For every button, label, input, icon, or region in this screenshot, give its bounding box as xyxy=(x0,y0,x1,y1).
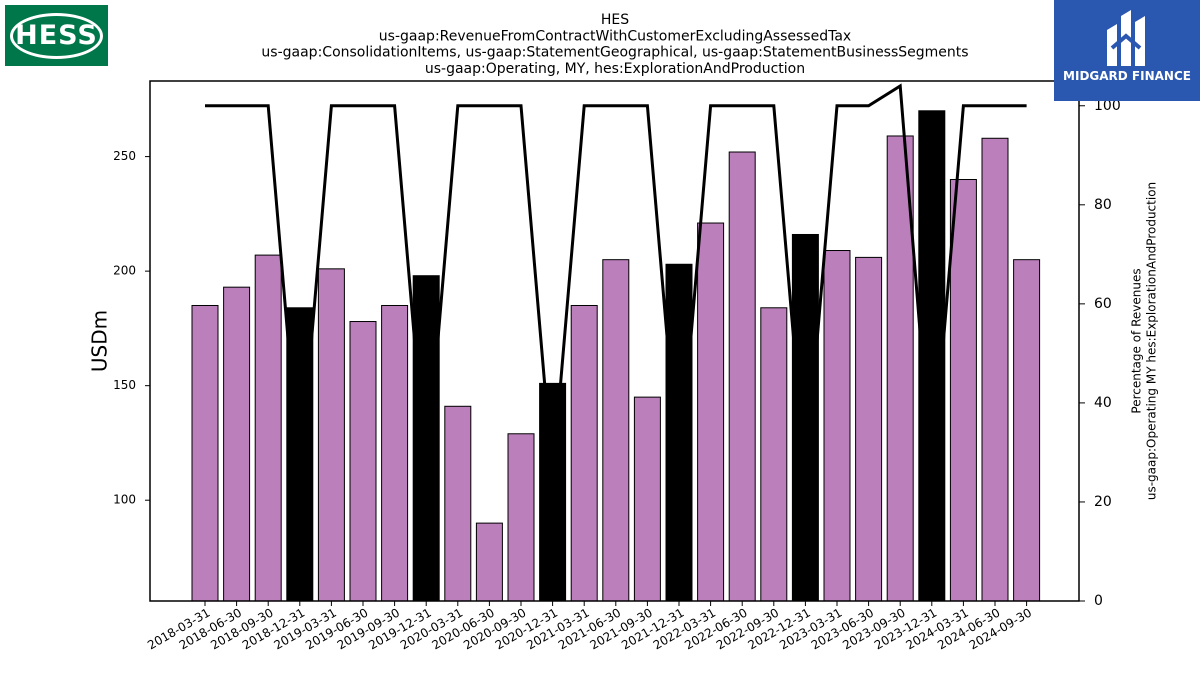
y2-tick-label-60: 60 xyxy=(1094,296,1112,312)
bar-2022-09-30 xyxy=(760,307,788,602)
y-tick-label-250: 250 xyxy=(113,149,136,163)
chart-title: HESus-gaap:RevenueFromContractWithCustom… xyxy=(261,12,968,77)
title-line-1: us-gaap:RevenueFromContractWithCustomerE… xyxy=(379,28,851,44)
bar-2023-03-31 xyxy=(823,250,851,602)
bar-2022-06-30 xyxy=(728,151,756,602)
bar-2018-06-30 xyxy=(223,286,251,602)
hess-logo-text: HESS xyxy=(15,20,98,51)
plot-frame xyxy=(149,80,1080,602)
bar-2018-12-31 xyxy=(286,307,314,602)
bar-2019-12-31 xyxy=(412,275,440,602)
bar-2020-03-31 xyxy=(444,405,472,602)
bar-2021-09-30 xyxy=(633,396,661,602)
bar-2022-12-31 xyxy=(791,233,819,602)
bar-2023-06-30 xyxy=(855,256,883,602)
bar-2019-09-30 xyxy=(381,304,409,602)
y-axis-label: USDm xyxy=(88,310,112,372)
y2-axis-label: Percentage of Revenues us-gaap:Operating … xyxy=(1130,182,1159,500)
y-axis-left: 100 150 200 250 xyxy=(113,149,150,507)
hess-logo-ellipse: HESS xyxy=(10,12,103,59)
bar-2024-03-31 xyxy=(949,179,977,602)
y-tick-label-200: 200 xyxy=(113,264,136,278)
y-tick-label-100: 100 xyxy=(113,493,136,507)
y2-tick-label-0: 0 xyxy=(1094,593,1103,609)
bar-2021-12-31 xyxy=(665,263,693,602)
bar-2019-03-31 xyxy=(317,268,345,602)
bar-2020-06-30 xyxy=(475,522,503,602)
bar-2020-12-31 xyxy=(539,382,567,602)
title-line-0: HES xyxy=(601,12,629,28)
midgard-finance-logo: MIDGARD FINANCE xyxy=(1054,0,1200,101)
y2-tick-label-20: 20 xyxy=(1094,494,1112,510)
bar-2023-09-30 xyxy=(886,135,914,602)
hess-logo: HESS xyxy=(5,5,108,66)
bar-series xyxy=(191,110,1041,602)
y2-axis-label-line-1: us-gaap:Operating MY hes:ExplorationAndP… xyxy=(1145,182,1159,500)
bar-2019-06-30 xyxy=(349,321,377,602)
y-tick-label-150: 150 xyxy=(113,378,136,392)
bar-2021-03-31 xyxy=(570,304,598,602)
percentage-line xyxy=(205,83,1027,478)
bar-2021-06-30 xyxy=(602,259,630,602)
bar-2020-09-30 xyxy=(507,433,535,602)
bar-2018-03-31 xyxy=(191,304,219,602)
bar-2024-06-30 xyxy=(981,137,1009,602)
title-line-2: us-gaap:ConsolidationItems, us-gaap:Stat… xyxy=(261,45,968,61)
y2-tick-label-100: 100 xyxy=(1094,98,1121,114)
midgard-logo-text: MIDGARD FINANCE xyxy=(1063,69,1191,83)
bar-2022-03-31 xyxy=(697,222,725,602)
y2-axis-label-line-0: Percentage of Revenues xyxy=(1130,268,1144,413)
y2-tick-label-40: 40 xyxy=(1094,395,1112,411)
y2-tick-label-80: 80 xyxy=(1094,197,1112,213)
x-axis: 2018-03-312018-06-302018-09-302018-12-31… xyxy=(145,601,1034,652)
midgard-mark-icon xyxy=(1107,10,1145,66)
percentage-line-series xyxy=(205,83,1027,478)
bar-2018-09-30 xyxy=(254,254,282,602)
bar-2024-09-30 xyxy=(1013,259,1041,602)
title-line-3: us-gaap:Operating, MY, hes:ExplorationAn… xyxy=(425,61,805,77)
y-axis-right: 0 20 40 60 80 100 xyxy=(1079,98,1121,609)
